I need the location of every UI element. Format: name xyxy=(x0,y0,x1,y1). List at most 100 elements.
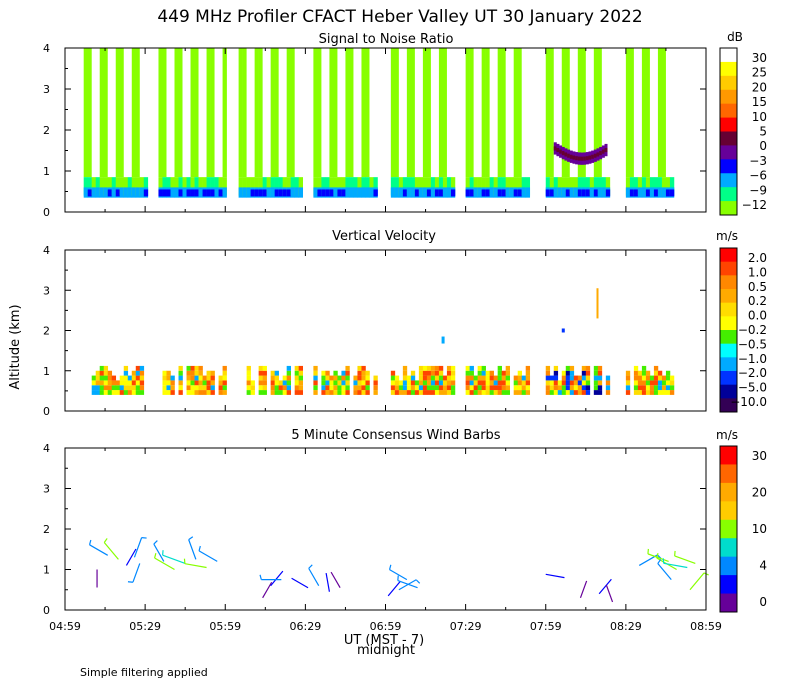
vv-cell xyxy=(501,375,506,381)
y-tick-label: 1 xyxy=(43,564,50,577)
vv-cell xyxy=(406,385,412,391)
snr-cell xyxy=(581,189,587,197)
vv-cell xyxy=(438,390,444,395)
vv-cell xyxy=(91,385,97,391)
vv-cell xyxy=(553,365,559,371)
vv-cell xyxy=(641,375,647,381)
vv-cell xyxy=(313,375,318,381)
vv-cell xyxy=(250,380,255,386)
vv-cell xyxy=(641,390,647,395)
vv-cell xyxy=(103,375,109,381)
wind-barb xyxy=(389,569,408,581)
vv-cell xyxy=(202,390,207,395)
vv-cell xyxy=(497,370,502,376)
vv-cell xyxy=(294,390,299,395)
vv-cell xyxy=(139,365,145,371)
snr-cell xyxy=(641,48,647,178)
x-tick-label: 06:29 xyxy=(290,620,322,633)
vv-cell xyxy=(641,380,647,386)
x-tick-label: 08:59 xyxy=(690,620,722,633)
snr-cell xyxy=(214,48,219,178)
vv-cell xyxy=(107,390,113,395)
vv-cell xyxy=(329,375,334,381)
vv-colorbar: 2.01.00.50.20.0−0.2−0.5−1.0−2.0−5.0−10.0 xyxy=(719,247,767,413)
vv-cell xyxy=(489,385,494,391)
y-tick-label: 1 xyxy=(43,365,50,378)
vv-cell xyxy=(593,390,599,395)
vv-cell xyxy=(365,370,370,376)
snr-cell xyxy=(513,189,519,197)
snr-cell xyxy=(477,187,482,198)
vv-cell xyxy=(166,375,171,381)
colorbar-swatch xyxy=(720,384,737,399)
vv-cell xyxy=(246,365,251,371)
vv-cell xyxy=(111,375,117,381)
snr-cell xyxy=(250,189,255,197)
vv-cell xyxy=(422,390,428,395)
snr-cell xyxy=(214,177,219,196)
colorbar-label: 5 xyxy=(759,125,767,139)
snr-cell xyxy=(575,156,579,161)
vv-cell xyxy=(438,370,444,376)
snr-cell xyxy=(637,48,643,178)
vv-cell xyxy=(333,390,338,395)
vv-cell xyxy=(645,385,651,391)
vv-cell xyxy=(218,385,223,391)
snr-cell xyxy=(561,151,565,156)
vv-cell xyxy=(390,375,396,381)
vv-cell xyxy=(553,380,559,386)
snr-cell xyxy=(246,177,251,196)
snr-cell xyxy=(162,177,167,196)
snr-cell xyxy=(190,48,195,178)
colorbar-label: 10 xyxy=(752,110,767,124)
vv-cell xyxy=(657,385,663,391)
wind-title: 5 Minute Consensus Wind Barbs xyxy=(291,428,500,443)
vv-cell xyxy=(127,375,133,381)
snr-cell xyxy=(517,177,523,196)
vv-cell xyxy=(633,375,639,381)
vv-cell xyxy=(325,370,330,376)
vv-cell xyxy=(361,375,366,381)
snr-cell xyxy=(394,48,400,178)
vv-cell xyxy=(294,370,299,376)
snr-cell xyxy=(553,146,557,151)
snr-cell xyxy=(553,177,559,196)
snr-cell xyxy=(509,48,514,178)
colorbar-label: 0.2 xyxy=(748,294,767,308)
vv-cell xyxy=(549,375,555,381)
vv-cell xyxy=(561,380,567,386)
vv-cell xyxy=(99,390,105,395)
snr-cell xyxy=(525,48,531,178)
colorbar-label: 20 xyxy=(752,486,767,500)
wind-barb xyxy=(689,572,705,591)
snr-cell xyxy=(99,187,105,198)
vv-cell xyxy=(162,390,167,395)
snr-cell xyxy=(103,177,109,196)
snr-cell xyxy=(111,48,117,178)
vv-cell xyxy=(450,380,456,386)
vv-cell xyxy=(111,390,117,395)
vv-cell xyxy=(418,380,424,386)
vv-cell xyxy=(481,380,486,386)
vv-cell xyxy=(426,380,432,386)
vv-cell xyxy=(517,385,523,391)
vv-cell xyxy=(402,380,408,386)
vv-cell xyxy=(422,365,428,371)
snr-cell xyxy=(585,189,591,197)
vv-cell xyxy=(430,385,436,391)
snr-cell xyxy=(278,48,283,178)
snr-cell xyxy=(509,187,514,198)
vv-cell xyxy=(325,390,330,395)
vv-cell xyxy=(418,390,424,395)
vv-cell xyxy=(365,390,370,395)
vv-cell xyxy=(390,380,396,386)
vv-cell xyxy=(585,390,591,395)
snr-cell xyxy=(290,48,295,178)
snr-cell xyxy=(649,48,655,178)
snr-cell xyxy=(103,187,109,198)
vv-cell xyxy=(489,375,494,381)
y-tick-label: 4 xyxy=(43,442,50,455)
vv-cell xyxy=(337,385,342,391)
vv-cell xyxy=(198,370,203,376)
snr-cell xyxy=(633,177,639,196)
